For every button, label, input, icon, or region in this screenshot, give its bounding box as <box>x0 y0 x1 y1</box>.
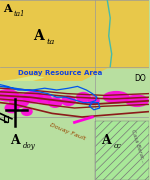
Ellipse shape <box>4 103 19 113</box>
Text: cc: cc <box>113 142 121 150</box>
Ellipse shape <box>125 94 149 107</box>
Text: doy: doy <box>22 142 35 150</box>
Text: ta1: ta1 <box>14 10 25 18</box>
Polygon shape <box>0 0 149 81</box>
Text: Douay Resource Area: Douay Resource Area <box>18 70 102 76</box>
Ellipse shape <box>9 94 30 108</box>
Bar <box>4 116 8 122</box>
Ellipse shape <box>22 91 43 104</box>
Ellipse shape <box>88 96 100 105</box>
Ellipse shape <box>0 89 19 102</box>
Ellipse shape <box>21 107 33 116</box>
Text: Douay Fault: Douay Fault <box>49 123 86 142</box>
Text: Casa Berar...: Casa Berar... <box>130 128 146 163</box>
Text: A: A <box>3 3 12 14</box>
Text: A: A <box>11 134 20 147</box>
Text: DO: DO <box>134 74 146 83</box>
Text: A: A <box>101 134 111 147</box>
Polygon shape <box>0 76 45 81</box>
Text: A: A <box>33 29 44 43</box>
Ellipse shape <box>48 97 63 108</box>
Ellipse shape <box>61 95 76 106</box>
Ellipse shape <box>76 92 91 103</box>
Ellipse shape <box>103 91 130 104</box>
Ellipse shape <box>37 94 52 104</box>
Bar <box>95 121 149 180</box>
Text: ta: ta <box>46 38 55 46</box>
